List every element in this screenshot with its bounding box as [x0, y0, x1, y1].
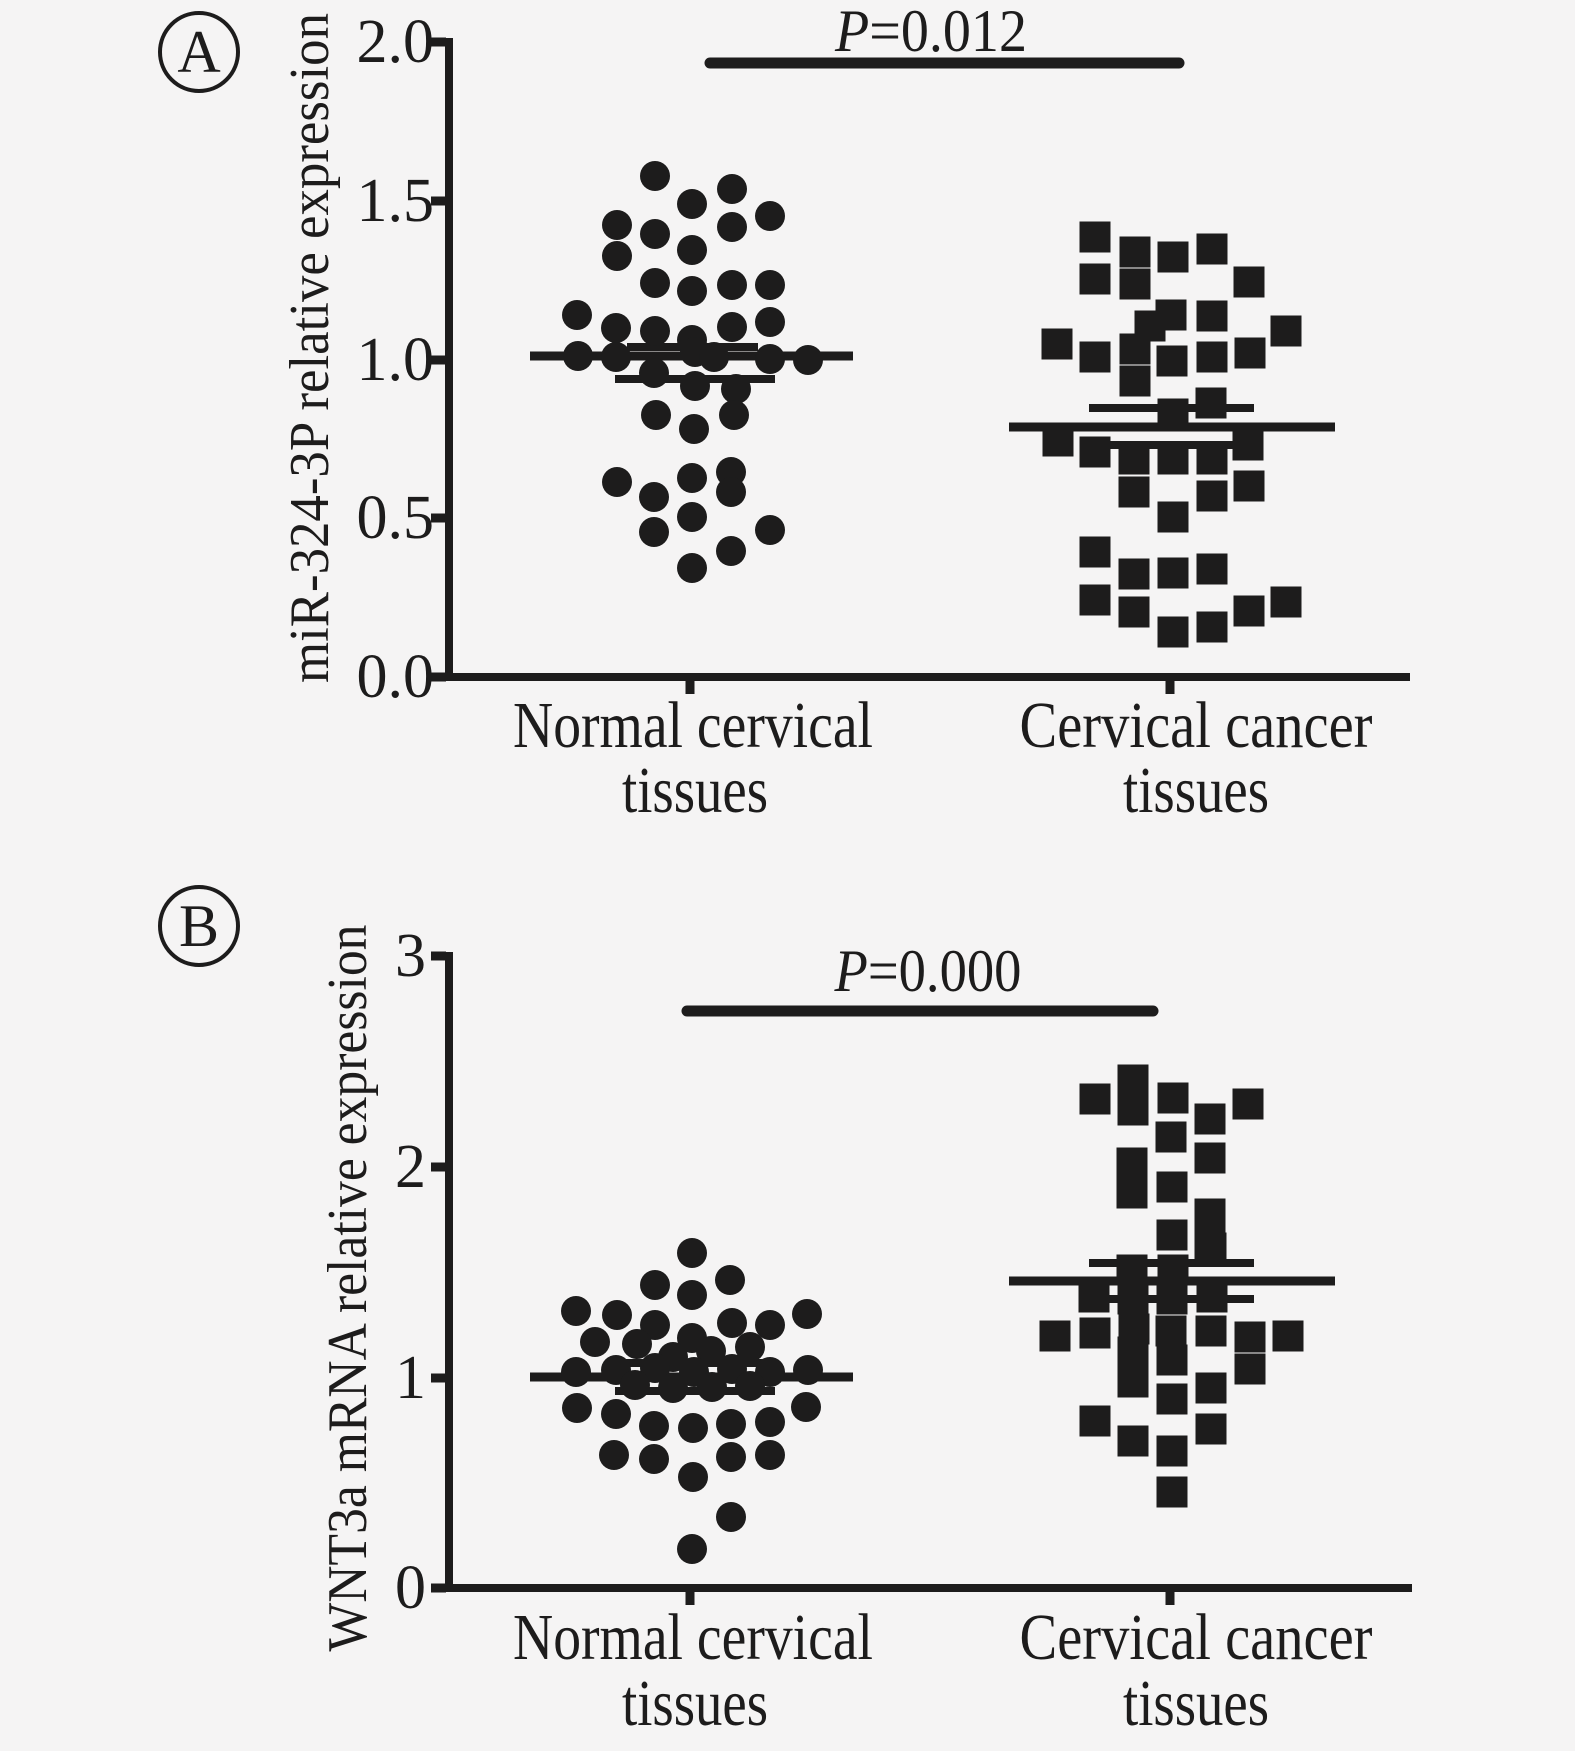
svg-text:Cervical cancer: Cervical cancer — [1020, 689, 1373, 762]
svg-text:3: 3 — [395, 922, 426, 990]
svg-text:tissues: tissues — [1123, 1667, 1269, 1740]
svg-text:tissues: tissues — [622, 1667, 768, 1740]
svg-text:Normal cervical: Normal cervical — [513, 1601, 873, 1674]
svg-text:2.0: 2.0 — [357, 8, 435, 76]
svg-text:1.0: 1.0 — [357, 326, 435, 394]
svg-text:B: B — [179, 893, 219, 959]
svg-text:A: A — [177, 19, 220, 85]
svg-text:WNT3a mRNA relative expression: WNT3a mRNA relative expression — [317, 925, 379, 1652]
svg-text:P=0.000: P=0.000 — [834, 938, 1022, 1004]
svg-text:1: 1 — [395, 1344, 426, 1412]
svg-text:Cervical cancer: Cervical cancer — [1020, 1601, 1373, 1674]
svg-text:0: 0 — [395, 1554, 426, 1622]
svg-text:1.5: 1.5 — [357, 167, 435, 235]
svg-text:tissues: tissues — [622, 754, 768, 827]
svg-text:0.0: 0.0 — [357, 643, 435, 711]
svg-text:2: 2 — [395, 1133, 426, 1201]
svg-text:Normal cervical: Normal cervical — [513, 689, 873, 762]
svg-text:0.5: 0.5 — [357, 484, 435, 552]
svg-text:P=0.012: P=0.012 — [834, 0, 1027, 64]
svg-text:tissues: tissues — [1123, 754, 1269, 827]
svg-text:miR-324-3P relative expression: miR-324-3P relative expression — [279, 13, 341, 683]
